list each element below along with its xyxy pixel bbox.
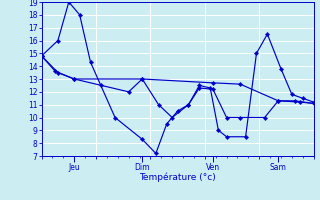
X-axis label: Température (°c): Température (°c) (139, 173, 216, 182)
